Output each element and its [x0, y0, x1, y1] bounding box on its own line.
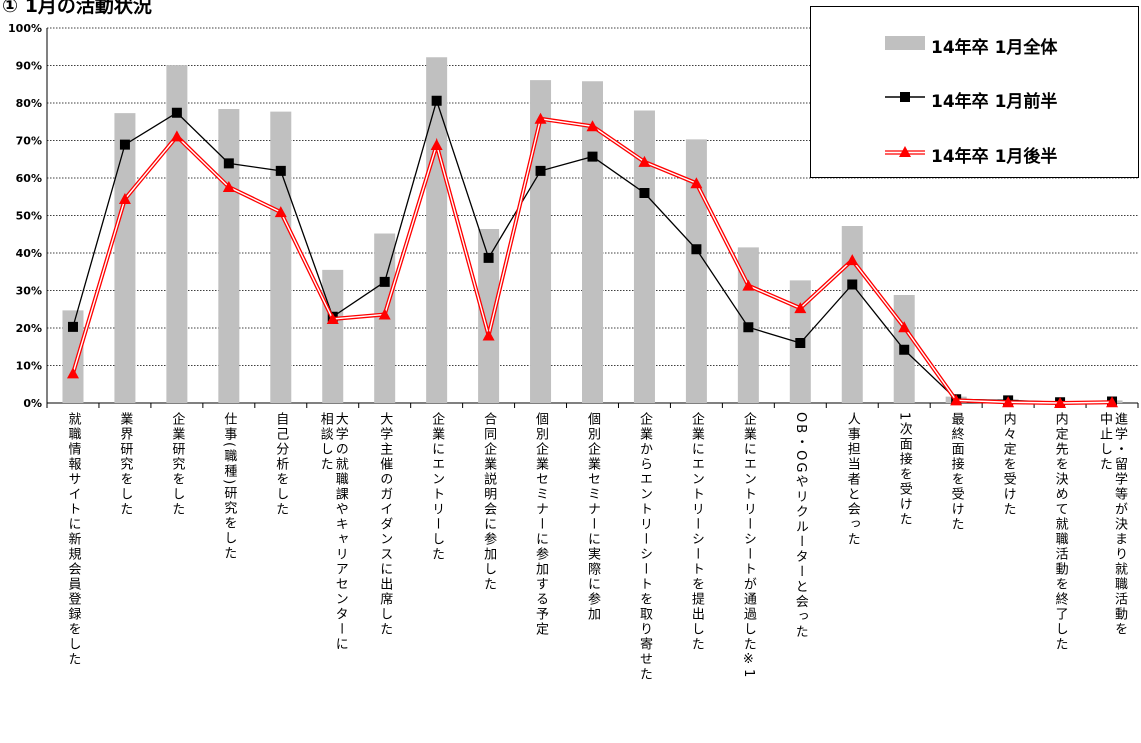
bar [166, 65, 188, 403]
point-marker [587, 151, 598, 162]
y-tick-label: 10% [16, 360, 42, 373]
point-marker [378, 308, 391, 320]
y-tick-label: 60% [16, 172, 42, 185]
point-marker [326, 313, 339, 324]
category-label: 1次面接を受けた [896, 412, 912, 528]
point-marker [483, 252, 494, 263]
y-tick-label: 50% [16, 210, 42, 223]
point-marker [1106, 396, 1119, 408]
category-label: 個別企業セミナーに実際に参加 [585, 412, 600, 622]
point-marker [430, 139, 443, 150]
point-marker [170, 130, 183, 142]
y-tick-label: 100% [8, 22, 42, 35]
category-label: 業界研究をした [117, 412, 133, 517]
point-marker [119, 139, 130, 150]
category-label: 進学・留学等が決まり就職活動を 中止した [1097, 412, 1128, 637]
point-marker [535, 165, 546, 176]
category-label: 企業研究をした [169, 412, 185, 517]
bar [685, 139, 707, 403]
category-label: 大学の就職課やキャリアセンターに 相談した [317, 412, 348, 652]
y-tick-label: 90% [16, 60, 42, 73]
category-label: 最終面接を受けた [948, 412, 964, 532]
point-marker [950, 394, 963, 406]
point-marker [1054, 397, 1067, 408]
bar [582, 81, 603, 403]
legend-swatch-square-line [885, 92, 925, 102]
chart-title: ① 1月の活動状況 [2, 0, 152, 17]
y-tick-label: 70% [16, 135, 42, 148]
category-label: 企業にエントリーした [429, 412, 445, 562]
point-marker [898, 321, 911, 333]
legend-swatch-triangle-line [885, 146, 925, 157]
category-label: 企業からエントリーシートを取り寄せた [636, 412, 652, 682]
point-marker [690, 177, 703, 189]
point-marker [482, 329, 495, 341]
point-marker [794, 302, 807, 314]
bar [218, 109, 240, 403]
category-label: 合同企業説明会に参加した [481, 412, 497, 592]
bar [633, 110, 655, 403]
point-marker [639, 188, 650, 198]
point-marker [586, 120, 599, 132]
bar [114, 113, 136, 403]
y-tick-label: 80% [16, 97, 42, 110]
legend: 14年卒 1月全体 14年卒 1月前半 14年卒 1月後半 [810, 6, 1139, 178]
category-label: 企業にエントリーシートが通過した※1 [740, 412, 756, 680]
point-marker [171, 107, 182, 118]
legend-label-overall: 14年卒 1月全体 [931, 38, 1058, 58]
bar [426, 57, 448, 403]
point-marker [899, 344, 910, 355]
point-marker [691, 244, 702, 255]
legend-label-second-half: 14年卒 1月後半 [931, 147, 1058, 167]
legend-swatch-bar [885, 36, 925, 50]
point-marker [66, 367, 79, 379]
bar [841, 226, 863, 403]
point-marker [222, 181, 235, 192]
point-marker [638, 155, 651, 167]
point-marker [379, 276, 390, 287]
y-tick-label: 0% [23, 397, 42, 410]
category-label: 内定先を決めて就職活動を終了した [1052, 412, 1068, 652]
point-marker [1002, 396, 1015, 408]
point-marker [275, 165, 286, 176]
bar [322, 269, 344, 403]
point-marker [118, 193, 131, 204]
category-label: OB・OGやリクルーターと会った [792, 412, 808, 640]
category-label: 就職情報サイトに新規会員登録をした [65, 412, 81, 667]
category-label: 個別企業セミナーに参加する予定 [533, 412, 549, 637]
category-label: 人事担当者と会った [844, 412, 860, 547]
category-label: 企業にエントリーシートを提出した [688, 412, 704, 652]
point-marker [743, 322, 754, 333]
point-marker [534, 112, 547, 124]
bar [530, 80, 552, 403]
y-tick-label: 40% [16, 247, 42, 260]
y-tick-label: 30% [16, 285, 42, 298]
point-marker [795, 338, 806, 348]
point-marker [67, 321, 78, 332]
point-marker [846, 254, 859, 266]
category-label: 大学主催のガイダンスに出席した [377, 412, 393, 637]
point-marker [223, 158, 234, 169]
legend-label-first-half: 14年卒 1月前半 [931, 92, 1058, 112]
bar [62, 310, 84, 403]
point-marker [847, 279, 858, 290]
point-marker [274, 206, 287, 218]
point-marker [742, 279, 755, 291]
point-marker [431, 95, 442, 106]
bar [270, 111, 292, 403]
category-label: 自己分析をした [273, 412, 289, 517]
category-label: 内々定を受けた [1000, 412, 1016, 517]
bar [478, 229, 500, 403]
y-tick-label: 20% [16, 322, 42, 335]
category-label: 仕事(職種)研究をした [221, 412, 237, 562]
